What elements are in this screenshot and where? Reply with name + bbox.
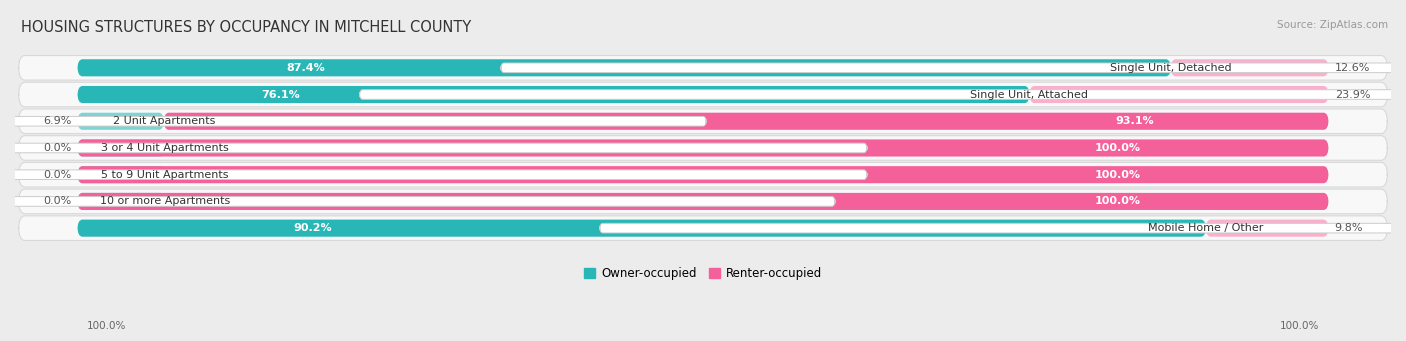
Text: 12.6%: 12.6%	[1334, 63, 1369, 73]
FancyBboxPatch shape	[0, 116, 706, 126]
FancyBboxPatch shape	[77, 166, 1329, 183]
FancyBboxPatch shape	[0, 143, 868, 153]
FancyBboxPatch shape	[77, 139, 1329, 157]
Text: 23.9%: 23.9%	[1334, 90, 1371, 100]
Text: HOUSING STRUCTURES BY OCCUPANCY IN MITCHELL COUNTY: HOUSING STRUCTURES BY OCCUPANCY IN MITCH…	[21, 20, 471, 35]
Text: 3 or 4 Unit Apartments: 3 or 4 Unit Apartments	[101, 143, 229, 153]
Text: Single Unit, Detached: Single Unit, Detached	[1109, 63, 1232, 73]
Text: 93.1%: 93.1%	[1115, 116, 1154, 126]
FancyBboxPatch shape	[18, 189, 1388, 214]
FancyBboxPatch shape	[1171, 59, 1329, 76]
FancyBboxPatch shape	[163, 113, 1329, 130]
FancyBboxPatch shape	[0, 197, 835, 206]
FancyBboxPatch shape	[77, 193, 1329, 210]
FancyBboxPatch shape	[18, 162, 1388, 187]
Text: Source: ZipAtlas.com: Source: ZipAtlas.com	[1277, 20, 1388, 30]
Text: 2 Unit Apartments: 2 Unit Apartments	[112, 116, 215, 126]
FancyBboxPatch shape	[77, 193, 166, 210]
FancyBboxPatch shape	[18, 56, 1388, 80]
FancyBboxPatch shape	[18, 82, 1388, 107]
FancyBboxPatch shape	[360, 90, 1406, 99]
Text: 0.0%: 0.0%	[44, 196, 72, 206]
Text: 6.9%: 6.9%	[44, 116, 72, 126]
Text: 100.0%: 100.0%	[1095, 170, 1140, 180]
Text: 76.1%: 76.1%	[262, 90, 299, 100]
Text: 90.2%: 90.2%	[294, 223, 332, 233]
FancyBboxPatch shape	[1029, 86, 1329, 103]
Text: Single Unit, Attached: Single Unit, Attached	[970, 90, 1088, 100]
Text: 0.0%: 0.0%	[44, 170, 72, 180]
FancyBboxPatch shape	[1206, 220, 1329, 237]
Text: 100.0%: 100.0%	[1095, 196, 1140, 206]
FancyBboxPatch shape	[77, 220, 1206, 237]
FancyBboxPatch shape	[18, 216, 1388, 240]
FancyBboxPatch shape	[77, 166, 166, 183]
Text: 100.0%: 100.0%	[87, 321, 127, 331]
FancyBboxPatch shape	[18, 136, 1388, 160]
FancyBboxPatch shape	[501, 63, 1406, 73]
FancyBboxPatch shape	[77, 139, 166, 157]
Text: 0.0%: 0.0%	[44, 143, 72, 153]
Text: 5 to 9 Unit Apartments: 5 to 9 Unit Apartments	[101, 170, 229, 180]
FancyBboxPatch shape	[77, 113, 165, 130]
Text: 9.8%: 9.8%	[1334, 223, 1364, 233]
FancyBboxPatch shape	[18, 109, 1388, 134]
FancyBboxPatch shape	[77, 59, 1171, 76]
Text: 10 or more Apartments: 10 or more Apartments	[100, 196, 231, 206]
Text: 87.4%: 87.4%	[287, 63, 326, 73]
FancyBboxPatch shape	[0, 170, 868, 179]
Text: 100.0%: 100.0%	[1095, 143, 1140, 153]
FancyBboxPatch shape	[600, 223, 1406, 233]
Legend: Owner-occupied, Renter-occupied: Owner-occupied, Renter-occupied	[579, 262, 827, 284]
FancyBboxPatch shape	[77, 86, 1029, 103]
Text: 100.0%: 100.0%	[1279, 321, 1319, 331]
Text: Mobile Home / Other: Mobile Home / Other	[1149, 223, 1264, 233]
